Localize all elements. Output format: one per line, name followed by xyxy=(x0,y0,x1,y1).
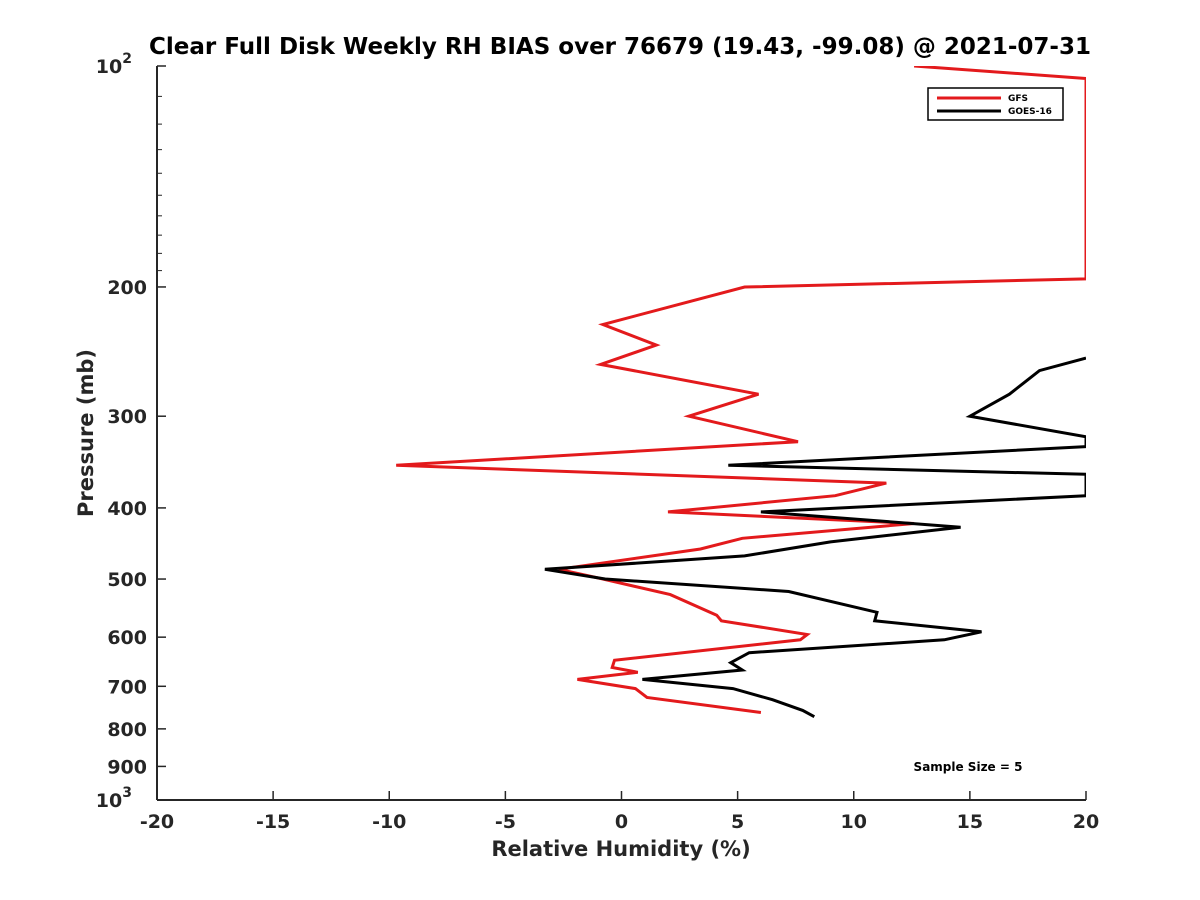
y-tick-label: 103 xyxy=(96,785,132,812)
x-ticks: -20 -15 -10 -5 0 5 10 15 20 xyxy=(140,791,1099,833)
x-tick-label: 0 xyxy=(615,811,628,833)
y-tick-label: 400 xyxy=(107,498,147,520)
y-axis-label: Pressure (mb) xyxy=(74,349,98,517)
y-tick-label: 102 xyxy=(96,51,132,78)
x-tick-label: -5 xyxy=(495,811,516,833)
legend-label: GFS xyxy=(1008,94,1028,104)
legend-entries: GFS GOES-16 xyxy=(937,94,1052,117)
sample-size-annotation: Sample Size = 5 xyxy=(914,760,1023,774)
y-tick-label: 900 xyxy=(107,756,147,778)
y-tick-label: 300 xyxy=(107,406,147,428)
legend: GFS GOES-16 xyxy=(927,87,1064,121)
y-tick-label: 800 xyxy=(107,719,147,741)
x-tick-label: -15 xyxy=(256,811,290,833)
chart-title: Clear Full Disk Weekly RH BIAS over 7667… xyxy=(149,34,1091,60)
series-line-gfs xyxy=(396,66,1086,714)
x-tick-label: 20 xyxy=(1073,811,1099,833)
y-tick-label: 600 xyxy=(107,627,147,649)
y-ticks: 102 200 300 400 500 600 700 800 900 103 xyxy=(96,51,166,812)
x-tick-label: 10 xyxy=(841,811,867,833)
y-tick-label: 200 xyxy=(107,277,147,299)
series-layer xyxy=(396,66,1086,719)
x-tick-label: -20 xyxy=(140,811,174,833)
x-axis-label: Relative Humidity (%) xyxy=(491,837,750,861)
y-tick-label: 700 xyxy=(107,676,147,698)
legend-label: GOES-16 xyxy=(1008,107,1052,117)
y-tick-label: 500 xyxy=(107,569,147,591)
legend-box xyxy=(927,87,1064,121)
x-tick-label: 15 xyxy=(957,811,983,833)
series-line-goes-16 xyxy=(544,356,1086,719)
x-tick-label: 5 xyxy=(731,811,744,833)
plot-area: -20 -15 -10 -5 0 5 10 15 20 102 200 300 400 500 600 70… xyxy=(96,51,1099,833)
x-tick-label: -10 xyxy=(372,811,406,833)
